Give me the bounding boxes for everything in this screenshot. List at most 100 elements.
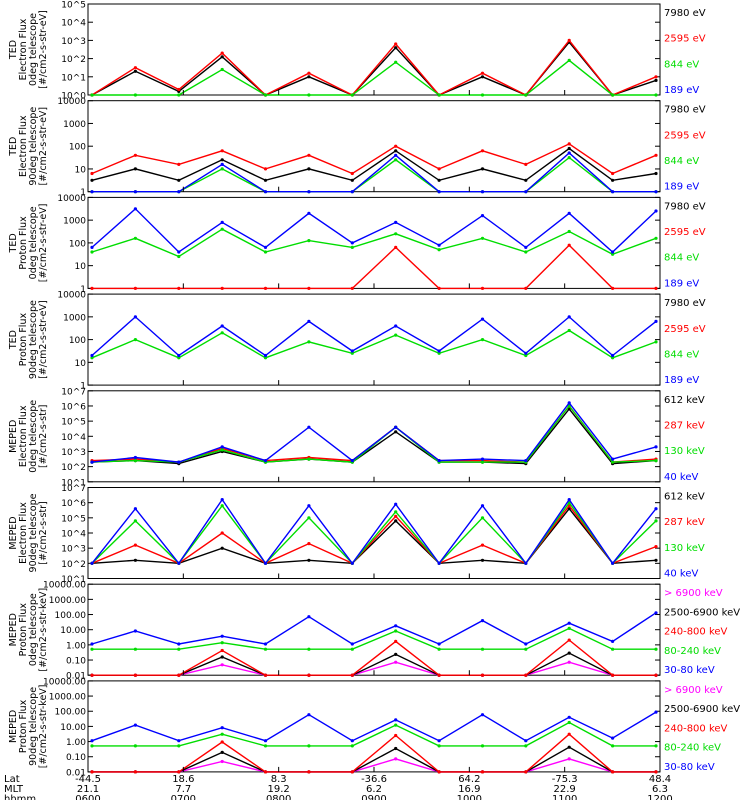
series-point (90, 739, 94, 743)
series-point (177, 356, 181, 360)
series-point (177, 87, 181, 92)
legend-item: 7980 eV (664, 298, 706, 309)
series-point (437, 739, 441, 743)
legend-item: 240-800 keV (664, 627, 728, 638)
ytick-label: 0.10 (66, 657, 86, 667)
series-point (177, 190, 181, 194)
series-point (350, 459, 354, 463)
y-axis-title-line: 90deg telescope (28, 107, 39, 186)
series-point (133, 190, 137, 194)
ytick-label: 10000.00 (43, 677, 86, 687)
series-point (567, 745, 571, 749)
series-point (90, 744, 94, 748)
series-point (437, 286, 441, 290)
series-point (220, 546, 224, 550)
series-point (177, 561, 181, 565)
legend-item: 287 keV (664, 517, 705, 528)
series-point (307, 239, 311, 243)
series-point (220, 158, 224, 162)
ytick-label: 10^3 (61, 545, 86, 555)
series-point (90, 642, 94, 646)
series-point (307, 340, 311, 344)
panel-7: 0.01 0.10 1.00 10.00 100.00 1000.00 10000.00 ME… (8, 581, 740, 682)
y-axis-title-line: [#/cm2-s-str] (38, 405, 49, 468)
series-point (263, 353, 268, 358)
xtick-hhmm: 1100 (552, 794, 577, 800)
series-point (654, 340, 658, 344)
series-line (91, 143, 657, 175)
series-point (480, 673, 485, 677)
series-point (611, 639, 615, 644)
series-point (263, 739, 268, 743)
series-line (92, 639, 656, 676)
series-point (437, 349, 441, 353)
series-point (437, 647, 441, 651)
xtick-hhmm: 1000 (457, 794, 482, 800)
xtick-lat: 64.2 (458, 774, 480, 785)
series-point (350, 241, 354, 245)
series-point (350, 351, 354, 355)
series-point (177, 162, 181, 166)
y-axis-title-line: [#/cm2-s-str] (38, 501, 49, 564)
legend-item: 844 eV (664, 156, 699, 167)
series-point (177, 286, 181, 290)
series-point (611, 561, 615, 565)
series-point (307, 744, 311, 748)
series-point (350, 93, 354, 97)
y-axis-title-line: Electron Flux (18, 405, 29, 467)
series-point (654, 744, 658, 748)
ytick-label: 10^3 (61, 37, 86, 47)
series-point (524, 250, 528, 254)
xtick-mlt: 6.3 (652, 784, 668, 795)
legend-item: 189 eV (664, 278, 699, 289)
series-point (394, 425, 398, 429)
series-point (437, 744, 441, 748)
series-point (263, 642, 268, 646)
series-point (394, 510, 398, 514)
panel-frame (87, 390, 661, 483)
ytick-label: 0.10 (66, 753, 86, 763)
panel-6: 10^1 10^2 10^3 10^4 10^5 10^6 10^7 MEPED Electro… (8, 484, 705, 585)
series-point (307, 71, 311, 75)
series-point (611, 744, 615, 748)
series-point (654, 75, 658, 79)
series-point (567, 626, 571, 631)
legend-item: 844 eV (664, 349, 699, 360)
series-point (394, 245, 398, 249)
xtick-hhmm: 0800 (266, 794, 291, 800)
series-point (263, 250, 268, 254)
series-point (177, 93, 181, 97)
legend-item: 2500-6900 keV (664, 704, 740, 715)
ytick-label: 10 (75, 165, 87, 175)
series-point (350, 642, 354, 646)
series-point (307, 457, 311, 461)
series-point (220, 286, 224, 290)
series-point (133, 315, 137, 319)
ytick-label: 10^7 (61, 484, 86, 494)
series-point (654, 236, 658, 240)
series-point (90, 190, 94, 194)
series-point (611, 460, 615, 464)
series-point (437, 178, 441, 182)
series-point (263, 93, 268, 97)
series-point (480, 75, 485, 79)
y-axis-title-line: 0deg telescope (28, 13, 39, 86)
panel-frame (87, 196, 661, 289)
series-line (92, 758, 656, 773)
xtick-hhmm: 0600 (75, 794, 100, 800)
series-point (220, 448, 224, 452)
legend-item: 2595 eV (664, 227, 706, 238)
legend-item: 7980 eV (664, 105, 706, 116)
series-point (394, 324, 398, 328)
series-point (437, 673, 441, 677)
panel-frame (87, 583, 661, 676)
series-point (567, 151, 571, 155)
legend-item: 189 eV (664, 375, 699, 386)
series-point (524, 162, 528, 166)
series-point (524, 647, 528, 651)
series-point (480, 516, 485, 520)
y-axis-title-line: TED (8, 40, 19, 60)
legend-item: 189 eV (664, 182, 699, 193)
series-point (480, 71, 485, 75)
series-line (92, 627, 656, 650)
